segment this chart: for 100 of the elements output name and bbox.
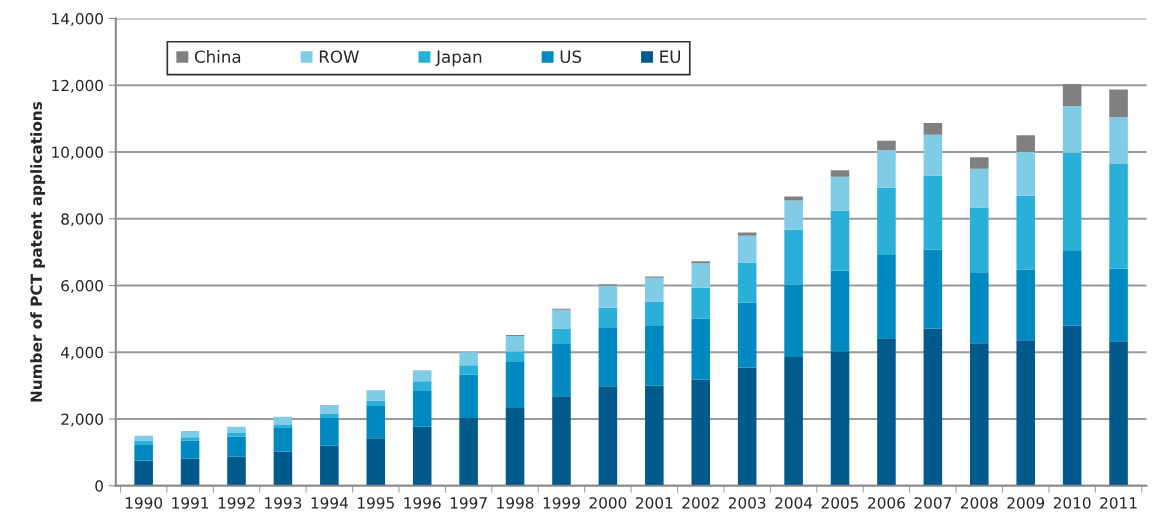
bar bbox=[737, 367, 757, 486]
bar bbox=[505, 407, 525, 486]
bar bbox=[412, 370, 432, 382]
bar bbox=[1016, 340, 1035, 486]
bar bbox=[1109, 341, 1128, 486]
bar bbox=[180, 437, 200, 441]
bar bbox=[459, 374, 478, 418]
x-tick-label: 2002 bbox=[682, 497, 719, 509]
bar bbox=[459, 418, 478, 486]
bar bbox=[737, 302, 757, 368]
bar bbox=[691, 261, 711, 264]
bar bbox=[737, 235, 757, 263]
bar bbox=[598, 327, 618, 387]
bar bbox=[320, 404, 339, 414]
bar bbox=[970, 343, 989, 486]
bar bbox=[784, 356, 803, 486]
y-tick-label: 8,000 bbox=[61, 213, 103, 227]
bar bbox=[877, 187, 896, 256]
bar bbox=[273, 425, 293, 429]
x-tick-label: 1995 bbox=[358, 497, 394, 509]
bar bbox=[227, 426, 246, 434]
bar bbox=[877, 255, 896, 339]
bar bbox=[691, 318, 711, 380]
bar bbox=[923, 122, 943, 135]
x-tick-label: 1999 bbox=[543, 497, 580, 509]
bar bbox=[970, 272, 989, 344]
bar bbox=[877, 140, 896, 151]
x-tick-label: 1990 bbox=[125, 497, 163, 509]
bar bbox=[784, 229, 803, 285]
bar bbox=[877, 150, 896, 188]
bar bbox=[134, 460, 153, 486]
bar bbox=[784, 196, 803, 201]
bar bbox=[320, 414, 339, 418]
bar bbox=[320, 445, 339, 486]
bar bbox=[830, 210, 850, 271]
bar bbox=[227, 436, 246, 457]
bar bbox=[180, 440, 200, 459]
bar bbox=[366, 438, 386, 486]
bar bbox=[366, 405, 386, 439]
bar bbox=[691, 263, 711, 288]
bar bbox=[459, 365, 478, 375]
x-tick-label: 2006 bbox=[868, 497, 905, 509]
y-tick-label: 2,000 bbox=[61, 413, 103, 427]
bar bbox=[1062, 325, 1082, 486]
x-tick-label: 2007 bbox=[914, 497, 951, 509]
y-tick-label: 0 bbox=[95, 480, 103, 492]
x-tick-label: 2009 bbox=[1007, 497, 1045, 509]
bar bbox=[737, 232, 757, 236]
bar bbox=[134, 435, 153, 441]
x-tick-label: 2011 bbox=[1100, 497, 1137, 509]
bar bbox=[1062, 83, 1082, 107]
x-tick-label: 1993 bbox=[265, 497, 302, 509]
bar bbox=[737, 262, 757, 303]
x-tick-label: 2001 bbox=[636, 497, 673, 509]
legend-label: US bbox=[560, 50, 582, 63]
x-tick-label: 2010 bbox=[1053, 497, 1091, 509]
bar bbox=[598, 307, 618, 328]
bar bbox=[459, 352, 478, 366]
bar bbox=[1109, 164, 1128, 269]
bar bbox=[1109, 268, 1128, 342]
bar bbox=[1109, 89, 1128, 118]
bar bbox=[830, 351, 850, 486]
bar bbox=[227, 433, 246, 437]
bar bbox=[598, 285, 618, 308]
bar bbox=[1062, 152, 1082, 252]
bar bbox=[180, 458, 200, 486]
x-tick-label: 2005 bbox=[821, 497, 859, 509]
bar bbox=[505, 335, 525, 352]
bar bbox=[645, 385, 664, 486]
bar bbox=[923, 249, 943, 329]
legend-label: EU bbox=[660, 50, 680, 63]
bar bbox=[1016, 269, 1035, 341]
x-tick-label: 2000 bbox=[589, 497, 627, 509]
bar bbox=[1016, 195, 1035, 270]
bar bbox=[180, 431, 200, 438]
bar bbox=[412, 390, 432, 427]
bar bbox=[273, 428, 293, 452]
bar bbox=[784, 284, 803, 357]
x-tick-label: 1994 bbox=[311, 497, 348, 509]
bar bbox=[552, 396, 571, 486]
bar bbox=[412, 381, 432, 391]
bar bbox=[598, 386, 618, 486]
bar bbox=[552, 343, 571, 397]
x-tick-label: 2004 bbox=[775, 497, 813, 509]
bar bbox=[366, 400, 386, 406]
bar bbox=[970, 207, 989, 273]
bar bbox=[1062, 251, 1082, 326]
x-tick-label: 2008 bbox=[960, 497, 998, 509]
bar bbox=[412, 426, 432, 486]
y-axis-title: Number of PCT patent applications bbox=[30, 101, 45, 402]
bar bbox=[970, 168, 989, 208]
x-tick-label: 1998 bbox=[497, 497, 534, 509]
bar bbox=[830, 170, 850, 177]
bar bbox=[645, 325, 664, 386]
legend-label: Japan bbox=[435, 50, 482, 67]
bar bbox=[1109, 117, 1128, 164]
legend-label: ROW bbox=[319, 50, 359, 63]
bar bbox=[830, 270, 850, 352]
bar bbox=[1016, 151, 1035, 196]
bar bbox=[645, 277, 664, 302]
